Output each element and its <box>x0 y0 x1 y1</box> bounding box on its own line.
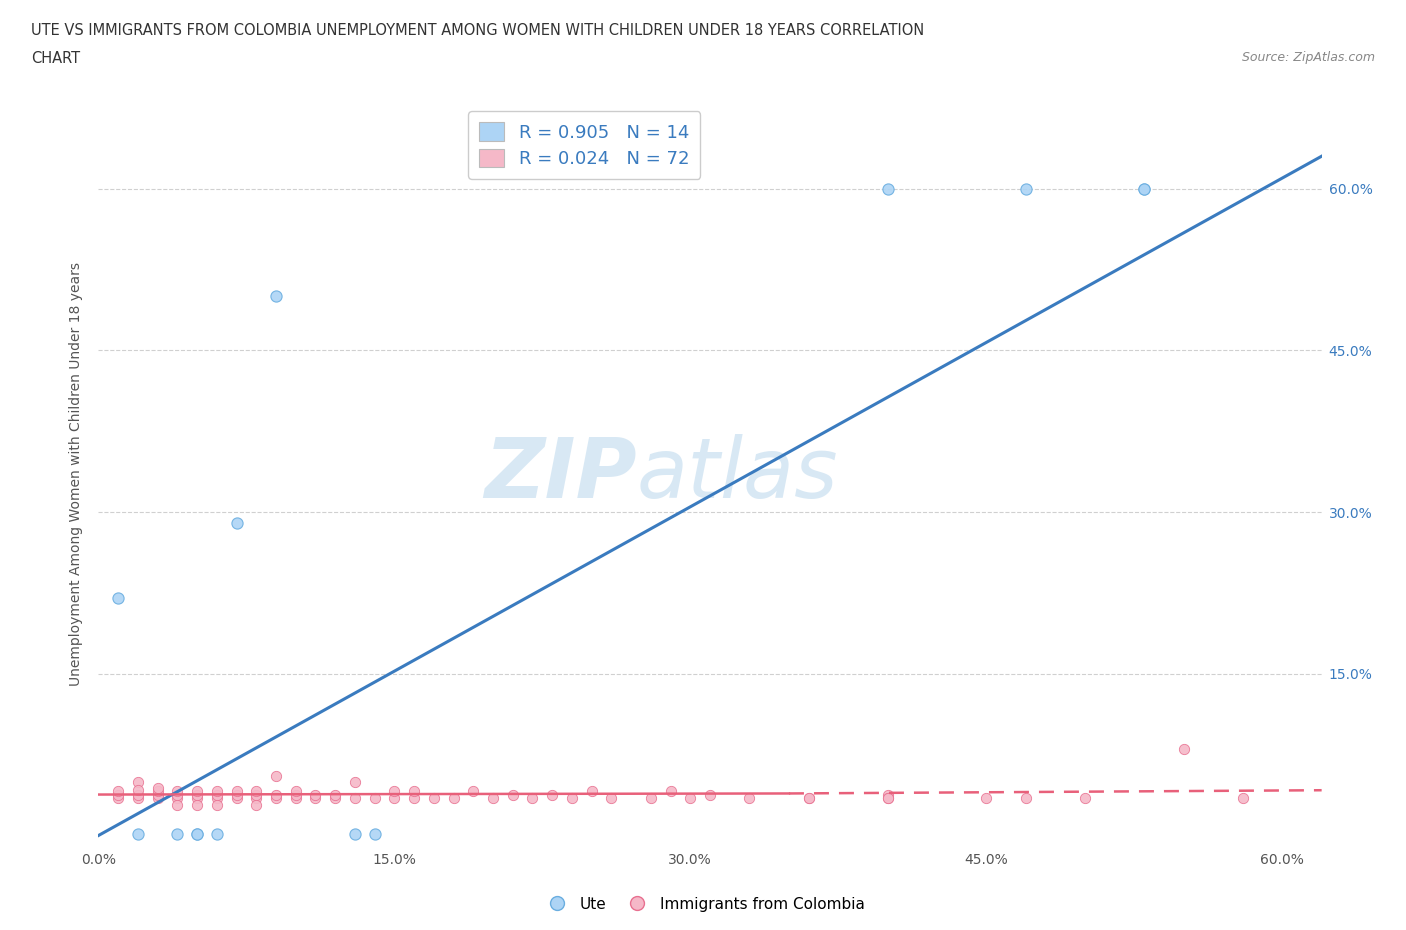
Point <box>284 784 307 799</box>
Point <box>1015 181 1038 196</box>
Point <box>127 783 149 798</box>
Point <box>343 827 366 842</box>
Point <box>166 790 188 805</box>
Text: atlas: atlas <box>637 433 838 515</box>
Point <box>186 798 208 813</box>
Point <box>225 790 247 805</box>
Point <box>640 790 662 805</box>
Y-axis label: Unemployment Among Women with Children Under 18 years: Unemployment Among Women with Children U… <box>69 262 83 686</box>
Point <box>659 784 682 799</box>
Point <box>974 790 997 805</box>
Point <box>363 790 385 805</box>
Point <box>679 790 702 805</box>
Point <box>205 798 228 813</box>
Point <box>146 784 169 799</box>
Point <box>245 784 267 799</box>
Point <box>107 790 129 805</box>
Point <box>205 790 228 805</box>
Text: ZIP: ZIP <box>484 433 637 515</box>
Point <box>127 790 149 805</box>
Point <box>1133 181 1156 196</box>
Point <box>127 787 149 802</box>
Point <box>876 787 898 802</box>
Point <box>502 787 524 802</box>
Point <box>876 181 898 196</box>
Point <box>225 784 247 799</box>
Point <box>225 787 247 802</box>
Point <box>264 289 287 304</box>
Legend: Ute, Immigrants from Colombia: Ute, Immigrants from Colombia <box>536 891 870 918</box>
Point <box>284 790 307 805</box>
Text: CHART: CHART <box>31 51 80 66</box>
Point <box>382 790 405 805</box>
Point <box>304 790 326 805</box>
Point <box>284 787 307 802</box>
Point <box>245 790 267 805</box>
Point <box>205 827 228 842</box>
Point <box>541 787 564 802</box>
Point <box>186 790 208 805</box>
Point <box>245 787 267 802</box>
Point <box>522 790 544 805</box>
Point <box>561 790 583 805</box>
Point <box>264 769 287 784</box>
Point <box>127 827 149 842</box>
Point <box>264 787 287 802</box>
Point <box>107 591 129 605</box>
Point <box>304 787 326 802</box>
Text: Source: ZipAtlas.com: Source: ZipAtlas.com <box>1241 51 1375 64</box>
Point <box>166 784 188 799</box>
Point <box>166 787 188 802</box>
Point <box>1173 742 1195 757</box>
Point <box>797 790 820 805</box>
Point <box>166 827 188 842</box>
Point <box>107 784 129 799</box>
Point <box>225 515 247 530</box>
Point <box>205 784 228 799</box>
Point <box>443 790 465 805</box>
Point <box>146 780 169 795</box>
Point <box>127 774 149 789</box>
Point <box>404 784 426 799</box>
Point <box>482 790 505 805</box>
Point <box>876 790 898 805</box>
Point <box>205 787 228 802</box>
Point <box>186 784 208 799</box>
Point <box>404 790 426 805</box>
Point <box>1133 181 1156 196</box>
Point <box>738 790 761 805</box>
Point <box>323 790 346 805</box>
Point <box>186 787 208 802</box>
Point <box>797 790 820 805</box>
Point <box>107 787 129 802</box>
Point <box>463 784 485 799</box>
Point <box>264 790 287 805</box>
Point <box>166 798 188 813</box>
Point <box>423 790 446 805</box>
Point <box>363 827 385 842</box>
Point <box>600 790 623 805</box>
Point <box>581 784 603 799</box>
Point <box>146 790 169 805</box>
Point <box>245 798 267 813</box>
Point <box>343 790 366 805</box>
Point <box>186 827 208 842</box>
Point <box>323 787 346 802</box>
Point <box>343 774 366 789</box>
Point <box>876 790 898 805</box>
Point <box>1015 790 1038 805</box>
Point <box>699 787 721 802</box>
Point <box>1074 790 1097 805</box>
Legend: R = 0.905   N = 14, R = 0.024   N = 72: R = 0.905 N = 14, R = 0.024 N = 72 <box>468 112 700 179</box>
Text: UTE VS IMMIGRANTS FROM COLOMBIA UNEMPLOYMENT AMONG WOMEN WITH CHILDREN UNDER 18 : UTE VS IMMIGRANTS FROM COLOMBIA UNEMPLOY… <box>31 23 924 38</box>
Point <box>186 827 208 842</box>
Point <box>1232 790 1254 805</box>
Point <box>382 784 405 799</box>
Point <box>146 787 169 802</box>
